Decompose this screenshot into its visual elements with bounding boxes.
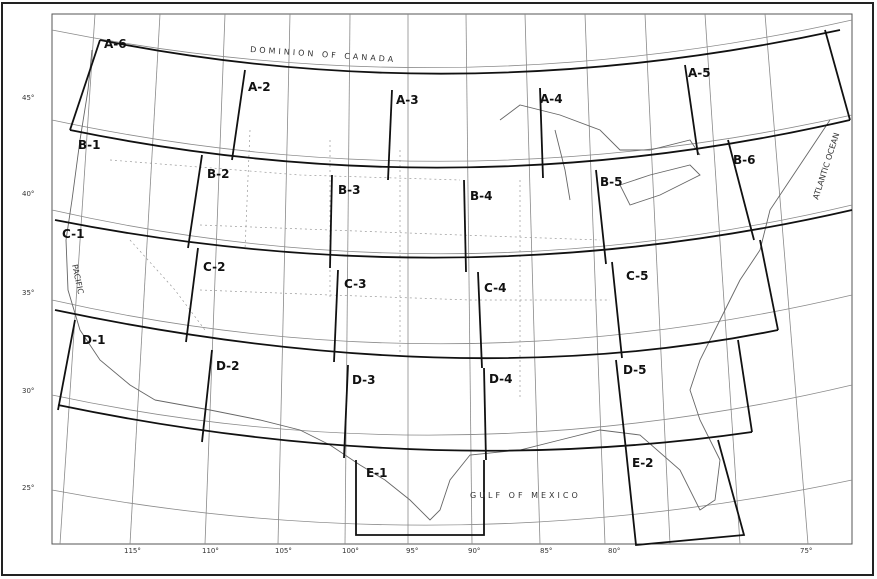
lon-label-105: 105° xyxy=(275,547,292,555)
zone-label-c-2: C-2 xyxy=(203,260,225,274)
lon-label-95: 95° xyxy=(406,547,418,555)
zone-label-c-5: C-5 xyxy=(626,269,648,283)
zone-label-a-2: A-2 xyxy=(248,80,271,94)
zone-label-b-4: B-4 xyxy=(470,189,492,203)
zone-labels: A-6 A-2 A-3 A-4 A-5 B-1 B-2 B-3 B-4 B-5 … xyxy=(62,37,755,480)
lon-label-90: 90° xyxy=(468,547,480,555)
zone-label-d-4: D-4 xyxy=(489,372,513,386)
zone-label-b-5: B-5 xyxy=(600,175,622,189)
zone-label-d-1: D-1 xyxy=(82,333,106,347)
zone-label-b-6: B-6 xyxy=(733,153,755,167)
zone-boundaries xyxy=(54,29,853,546)
zone-label-a-4: A-4 xyxy=(540,92,563,106)
map-frame xyxy=(51,13,853,545)
place-label-gulf: GULF OF MEXICO xyxy=(470,491,581,500)
lat-label-30: 30° xyxy=(22,387,34,395)
state-lines xyxy=(109,129,610,400)
zone-label-d-2: D-2 xyxy=(216,359,240,373)
lon-label-115: 115° xyxy=(124,547,141,555)
zone-label-d-3: D-3 xyxy=(352,373,376,387)
zone-label-e-1: E-1 xyxy=(366,466,388,480)
zone-label-b-1: B-1 xyxy=(78,138,100,152)
zone-label-a-6: A-6 xyxy=(104,37,127,51)
lon-label-110: 110° xyxy=(202,547,219,555)
lat-label-25: 25° xyxy=(22,484,34,492)
longitude-labels: 115° 110° 105° 100° 95° 90° 85° 80° 75° xyxy=(124,547,812,555)
zone-label-a-3: A-3 xyxy=(396,93,419,107)
latitude-labels: 45° 40° 35° 30° 25° xyxy=(22,94,34,492)
zone-label-b-2: B-2 xyxy=(207,167,229,181)
lon-label-80: 80° xyxy=(608,547,620,555)
lon-label-85: 85° xyxy=(540,547,552,555)
lat-label-35: 35° xyxy=(22,289,34,297)
zone-label-c-4: C-4 xyxy=(484,281,506,295)
zone-label-d-5: D-5 xyxy=(623,363,647,377)
zone-label-e-2: E-2 xyxy=(632,456,654,470)
zone-label-b-3: B-3 xyxy=(338,183,360,197)
longitude-graticule xyxy=(59,13,809,545)
zone-label-c-3: C-3 xyxy=(344,277,366,291)
latitude-graticule xyxy=(51,19,853,526)
zone-label-c-1: C-1 xyxy=(62,227,84,241)
lon-label-75: 75° xyxy=(800,547,812,555)
coastlines xyxy=(65,49,831,521)
lat-label-40: 40° xyxy=(22,190,34,198)
zone-label-a-5: A-5 xyxy=(688,66,711,80)
lat-label-45: 45° xyxy=(22,94,34,102)
lon-label-100: 100° xyxy=(342,547,359,555)
